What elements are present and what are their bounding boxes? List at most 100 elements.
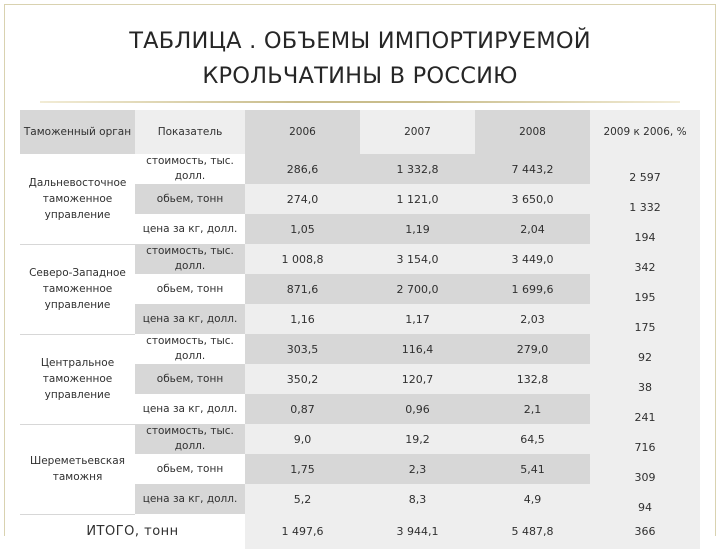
table-header-row: Таможенный орган Показатель 2006 2007 20… [20, 110, 700, 154]
indicator-cell: стоимость, тыс. долл. [135, 244, 245, 274]
customs-body: Шереметьевская таможня [20, 424, 135, 515]
value-2008: 7 443,2 [475, 154, 590, 184]
table-row: Северо-Западное таможенное управление сто… [20, 244, 700, 335]
table-body: Дальневосточное таможенное управление сто… [20, 154, 700, 549]
pct-value: 2 597 [629, 171, 661, 184]
value-2006: 1,05 [245, 214, 360, 244]
table-row: обьем, тонн 1,75 2,3 5,41 309 [20, 454, 700, 484]
value-2008: 1 699,6 [475, 274, 590, 304]
title-divider [40, 101, 680, 103]
customs-body: Дальневосточное таможенное управление [20, 154, 135, 245]
indicator-cell: обьем, тонн [135, 364, 245, 394]
value-2008: 64,5 [475, 424, 590, 454]
pct-cell: 195 [590, 274, 700, 304]
value-2007: 19,2 [360, 424, 475, 454]
indicator-cell: стоимость, тыс. долл. [135, 424, 245, 454]
value-2008: 2,04 [475, 214, 590, 244]
header-2007: 2007 [360, 110, 475, 154]
pct-value: 309 [634, 471, 656, 484]
value-2007: 120,7 [360, 364, 475, 394]
value-2008: 4,9 [475, 484, 590, 514]
pct-cell: 1 332 [590, 184, 700, 214]
pct-cell: 2 597 [590, 154, 700, 184]
indicator-cell: обьем, тонн [135, 184, 245, 214]
value-2008: 2,1 [475, 394, 590, 424]
value-2006: 9,0 [245, 424, 360, 454]
pct-value: 342 [634, 261, 656, 274]
header-pct: 2009 к 2006, % [590, 110, 700, 154]
total-2007: 3 944,1 [360, 514, 475, 549]
slide-frame-top [4, 4, 716, 5]
value-2007: 8,3 [360, 484, 475, 514]
pct-cell: 194 [590, 214, 700, 244]
value-2006: 5,2 [245, 484, 360, 514]
pct-cell: 175 [590, 304, 700, 334]
table-row: Дальневосточное таможенное управление сто… [20, 154, 700, 245]
value-2006: 286,6 [245, 154, 360, 184]
value-2006: 0,87 [245, 394, 360, 424]
pct-value: 38 [638, 381, 652, 394]
total-2008: 5 487,8 [475, 514, 590, 549]
indicator-cell: обьем, тонн [135, 274, 245, 304]
table-row: обьем, тонн 871,6 2 700,0 1 699,6 195 [20, 274, 700, 304]
pct-value: 716 [634, 441, 656, 454]
customs-body: Центральное таможенное управление [20, 334, 135, 425]
table-row: цена за кг, долл. 1,16 1,17 2,03 175 [20, 304, 700, 334]
customs-body: Северо-Западное таможенное управление [20, 244, 135, 335]
total-row: ИТОГО, тонн 1 497,6 3 944,1 5 487,8 366 [20, 514, 700, 549]
value-2007: 0,96 [360, 394, 475, 424]
indicator-cell: цена за кг, долл. [135, 394, 245, 424]
value-2007: 116,4 [360, 334, 475, 364]
value-2006: 1,16 [245, 304, 360, 334]
value-2008: 279,0 [475, 334, 590, 364]
pct-value: 1 332 [629, 201, 661, 214]
value-2007: 1 121,0 [360, 184, 475, 214]
slide-frame-left [4, 4, 5, 536]
pct-value: 92 [638, 351, 652, 364]
value-2007: 1,17 [360, 304, 475, 334]
pct-cell: 716 [590, 424, 700, 454]
pct-cell: 38 [590, 364, 700, 394]
value-2006: 1 008,8 [245, 244, 360, 274]
pct-cell: 92 [590, 334, 700, 364]
table-row: цена за кг, долл. 0,87 0,96 2,1 241 [20, 394, 700, 424]
indicator-cell: цена за кг, долл. [135, 214, 245, 244]
pct-value: 175 [634, 321, 656, 334]
indicator-cell: стоимость, тыс. долл. [135, 334, 245, 364]
total-pct: 366 [590, 514, 700, 549]
indicator-cell: цена за кг, долл. [135, 304, 245, 334]
value-2008: 5,41 [475, 454, 590, 484]
slide-title: ТАБЛИЦА . ОБЪЕМЫ ИМПОРТИРУЕМОЙ КРОЛЬЧАТИ… [129, 28, 591, 89]
table-row: Шереметьевская таможня стоимость, тыс. до… [20, 424, 700, 515]
total-label: ИТОГО, тонн [20, 514, 245, 549]
value-2007: 2 700,0 [360, 274, 475, 304]
value-2008: 132,8 [475, 364, 590, 394]
total-2006: 1 497,6 [245, 514, 360, 549]
slide-frame-right [715, 4, 716, 536]
pct-value: 94 [638, 501, 652, 514]
value-2006: 303,5 [245, 334, 360, 364]
pct-cell: 241 [590, 394, 700, 424]
value-2008: 2,03 [475, 304, 590, 334]
pct-value: 195 [634, 291, 656, 304]
value-2007: 1 332,8 [360, 154, 475, 184]
indicator-cell: цена за кг, долл. [135, 484, 245, 514]
pct-value: 194 [634, 231, 656, 244]
table-row: обьем, тонн 350,2 120,7 132,8 38 [20, 364, 700, 394]
pct-value: 241 [634, 411, 656, 424]
pct-cell: 309 [590, 454, 700, 484]
import-table: Таможенный орган Показатель 2006 2007 20… [20, 110, 700, 549]
value-2007: 1,19 [360, 214, 475, 244]
value-2006: 871,6 [245, 274, 360, 304]
value-2008: 3 650,0 [475, 184, 590, 214]
pct-cell: 342 [590, 244, 700, 274]
table-row: обьем, тонн 274,0 1 121,0 3 650,0 1 332 [20, 184, 700, 214]
pct-cell: 94 [590, 484, 700, 514]
header-2006: 2006 [245, 110, 360, 154]
indicator-cell: стоимость, тыс. долл. [135, 154, 245, 184]
header-2008: 2008 [475, 110, 590, 154]
table-row: цена за кг, долл. 1,05 1,19 2,04 194 [20, 214, 700, 244]
indicator-cell: обьем, тонн [135, 454, 245, 484]
header-org: Таможенный орган [20, 110, 135, 154]
header-indicator: Показатель [135, 110, 245, 154]
